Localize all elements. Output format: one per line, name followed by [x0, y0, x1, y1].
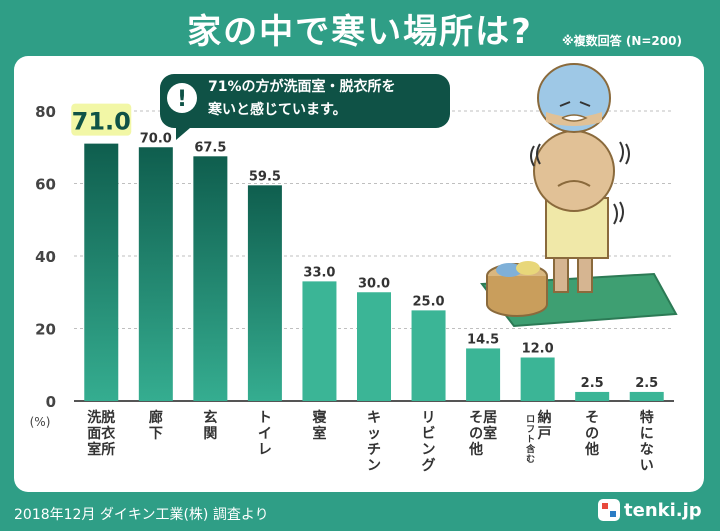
tenki-logo: tenki.jp [598, 499, 702, 521]
unit-label: (%) [30, 415, 51, 429]
bar [247, 185, 282, 401]
category-label-char: グ [422, 457, 436, 474]
category-label-char: い [640, 458, 654, 474]
y-tick-label: 0 [46, 393, 56, 411]
category-label-char: 所 [101, 441, 115, 458]
category-label-char: ン [422, 442, 436, 458]
y-tick-label: 40 [35, 248, 56, 266]
y-tick-label: 80 [35, 103, 56, 121]
category-label-char: む [526, 454, 535, 465]
category-label-char: 玄 [203, 409, 217, 426]
bar [575, 391, 610, 401]
category-label-char: チ [367, 442, 381, 458]
value-label: 59.5 [249, 169, 281, 184]
category-label-char: 関 [203, 426, 217, 442]
value-label: 2.5 [581, 376, 604, 391]
category-label-char: 洗 [87, 409, 101, 426]
value-label: 25.0 [413, 294, 445, 309]
category-label-char: 寝 [312, 409, 326, 426]
bar [629, 391, 664, 401]
category-label-char: 室 [87, 441, 101, 458]
category-label-char: ロ [526, 415, 535, 425]
value-label: 14.5 [467, 332, 499, 347]
cold-person-illustration [480, 63, 678, 328]
category-label-char: 衣 [101, 425, 116, 442]
bar [193, 156, 228, 401]
category-label-char: 他 [584, 441, 599, 458]
source-note: 2018年12月 ダイキン工業(株) 調査より [14, 507, 269, 523]
bar [84, 143, 119, 401]
y-tick-label: 20 [35, 321, 56, 339]
category-label-char: キ [367, 410, 381, 426]
category-label-char: リ [422, 410, 436, 426]
svg-text:!: ! [177, 87, 187, 112]
category-label-char: な [640, 442, 654, 458]
category-label-char: 居 [483, 410, 497, 426]
value-highlight [71, 103, 132, 136]
value-label: 33.0 [303, 265, 335, 280]
callout-line-2: 寒いと感じています。 [208, 101, 347, 118]
category-label-char: 面 [87, 426, 101, 442]
category-label-char: 他 [468, 441, 483, 458]
value-label: 71.0 [72, 108, 131, 136]
bar [357, 292, 391, 401]
category-label-char: フ [526, 425, 535, 435]
exclamation-icon [167, 83, 197, 113]
logo-text: tenki.jp [624, 499, 702, 521]
category-label-char: ン [367, 458, 381, 474]
category-label-char: ト [258, 410, 272, 426]
bar [138, 147, 173, 401]
value-label: 12.0 [522, 342, 554, 357]
category-label-char: 廊 [149, 409, 163, 426]
value-label: 67.5 [194, 140, 226, 155]
value-label: 2.5 [635, 376, 658, 391]
category-label-char: ッ [367, 426, 381, 442]
bar [411, 310, 446, 401]
category-label-char: 特 [640, 409, 654, 426]
category-label-char: そ [469, 410, 483, 426]
tenki-logo-icon [598, 499, 620, 521]
bar [466, 348, 501, 401]
category-label-char: ト [526, 434, 535, 445]
category-label-char: そ [585, 410, 599, 426]
y-tick-label: 60 [35, 176, 56, 194]
page-title: 家の中で寒い場所は? [187, 12, 533, 52]
category-label-char: 室 [483, 425, 497, 442]
category-label-char: の [469, 426, 483, 442]
value-label: 30.0 [358, 276, 390, 291]
category-label-char: 戸 [538, 426, 552, 442]
sample-note: ※複数回答 (N=200) [562, 34, 682, 48]
category-label-char: イ [258, 426, 272, 442]
bar [302, 281, 337, 401]
bar [520, 357, 555, 401]
category-label-char: レ [258, 442, 272, 458]
category-label-char: 含 [525, 443, 536, 455]
category-label-char: 納 [538, 409, 552, 426]
callout-line-1: 71%の方が洗面室・脱衣所を [208, 78, 396, 95]
category-label-char: ビ [422, 426, 436, 442]
callout: ! 71%の方が洗面室・脱衣所を 寒いと感じています。 [160, 74, 450, 140]
category-label-char: の [585, 426, 599, 442]
category-label-char: 室 [312, 425, 326, 442]
chart-panel: 0 20 40 60 80 (%) 71.0 70.0 67.5 59.5 33.0 30.0 25.… [14, 56, 704, 492]
value-label: 70.0 [140, 131, 172, 146]
category-label-char: 下 [149, 426, 163, 442]
category-label-char: に [640, 426, 654, 442]
bar-chart: 0 20 40 60 80 (%) 71.0 70.0 67.5 59.5 33.0 30.0 25.… [30, 63, 678, 474]
category-label-char: 脱 [101, 409, 115, 426]
